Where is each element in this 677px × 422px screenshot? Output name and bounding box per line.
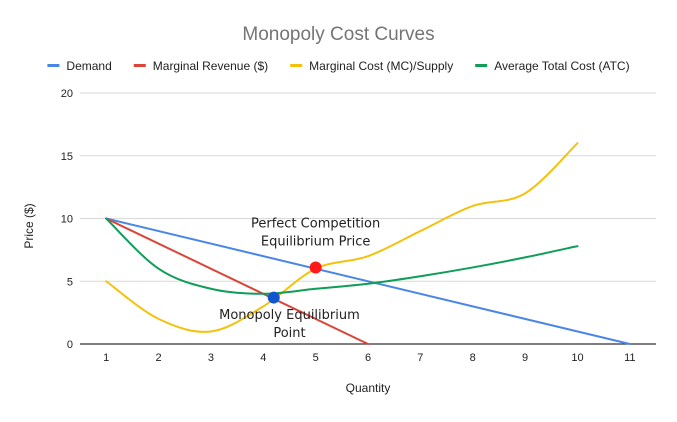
x-tick-label: 1 [103,352,109,364]
perfect-competition-point [309,261,322,274]
x-tick-label: 11 [624,352,635,364]
x-tick-label: 6 [365,352,371,364]
legend: Demand Marginal Revenue ($) Marginal Cost … [47,59,630,73]
legend-label: Marginal Cost (MC)/Supply [309,59,453,73]
legend-swatch [133,64,146,67]
legend-swatch [47,64,60,67]
annotations: Perfect Competition Equilibrium Price Mono… [219,216,380,341]
y-tick-label: 10 [61,214,73,226]
legend-item-average-total-cost-atc: Average Total Cost (ATC) [475,59,630,73]
legend-label: Average Total Cost (ATC) [494,59,629,73]
y-axis-ticks: 0 5 10 15 20 [61,88,73,351]
x-tick-label: 7 [417,352,423,364]
y-tick-label: 20 [61,88,73,100]
series-line-demand [105,217,631,345]
perfect-competition-label: Perfect Competition Equilibrium Price [251,216,380,249]
series-line-average-total-cost-atc [105,217,579,295]
y-axis-title: Price ($) [22,203,36,248]
equilibrium-markers [267,261,322,304]
x-axis-ticks: 1 2 3 4 5 6 7 8 9 10 11 [103,352,635,364]
x-axis-title: Quantity [346,381,391,395]
x-tick-label: 2 [155,352,161,364]
legend-label: Marginal Revenue ($) [153,59,268,73]
x-tick-label: 10 [571,352,583,364]
x-tick-label: 4 [260,352,266,364]
chart-title: Monopoly Cost Curves [242,24,434,45]
legend-label: Demand [66,59,111,73]
monopoly-equilibrium-label: Monopoly Equilibrium Point [219,308,360,341]
legend-swatch [290,64,303,67]
y-tick-label: 5 [67,276,73,288]
y-tick-label: 15 [61,151,73,163]
series-lines [105,142,631,345]
legend-item-marginal-revenue: Marginal Revenue ($) [133,59,268,73]
x-tick-label: 9 [522,352,528,364]
x-tick-label: 5 [313,352,319,364]
legend-swatch [475,64,488,67]
series-line-marginal-cost-mc-supply [105,142,579,333]
series-line-marginal-revenue [105,217,369,345]
legend-item-marginal-cost-mc-supply: Marginal Cost (MC)/Supply [290,59,453,73]
x-tick-label: 8 [470,352,476,364]
monopoly-equilibrium-point [267,291,280,304]
y-tick-label: 0 [67,339,73,351]
x-tick-label: 3 [208,352,214,364]
legend-item-demand: Demand [47,59,112,73]
